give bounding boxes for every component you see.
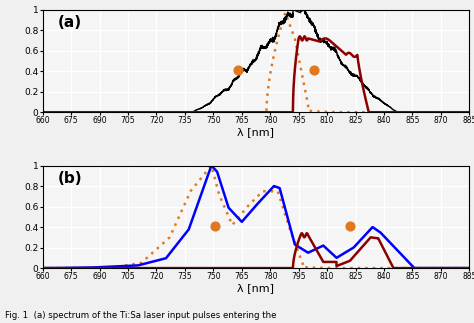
X-axis label: λ [nm]: λ [nm] (237, 127, 274, 137)
Point (234, 68, 242, 73)
X-axis label: λ [nm]: λ [nm] (237, 283, 274, 293)
Point (346, 224, 354, 229)
Point (310, 68, 318, 73)
Point (211, 224, 219, 229)
Text: (a): (a) (58, 15, 82, 30)
Text: (b): (b) (58, 171, 82, 186)
Text: Fig. 1  (a) spectrum of the Ti:Sa laser input pulses entering the: Fig. 1 (a) spectrum of the Ti:Sa laser i… (5, 311, 276, 320)
